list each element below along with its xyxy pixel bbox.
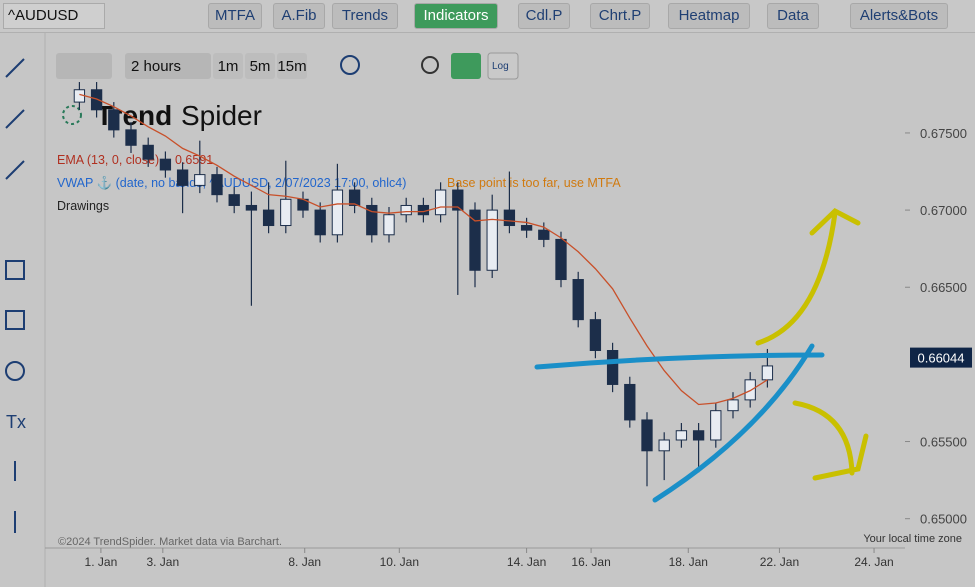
candle-body <box>589 319 602 352</box>
x-tick-label: 22. Jan <box>760 555 799 569</box>
candle-body <box>314 209 326 236</box>
candle-body <box>108 109 120 131</box>
chart-bg <box>0 33 975 587</box>
y-tick-label: 0.65000 <box>920 512 967 527</box>
vwap-warning: Base point is too far, use MTFA <box>447 176 621 190</box>
x-tick-label: 18. Jan <box>669 555 708 569</box>
candle-body <box>194 174 206 186</box>
candle-body <box>280 198 292 227</box>
candle-body <box>90 89 103 111</box>
quick-interval[interactable]: 15m <box>277 58 306 75</box>
ema-value: 0.6591 <box>175 153 213 167</box>
y-tick-label: 0.66500 <box>920 280 967 295</box>
crosshair-btn[interactable] <box>451 53 481 79</box>
candle-body <box>142 144 154 160</box>
candle-body <box>675 430 688 441</box>
symbol-input[interactable]: ^AUDUSD <box>3 3 105 29</box>
x-tick-label: 24. Jan <box>854 555 893 569</box>
toolbar-button[interactable]: Cdl.P <box>518 3 570 29</box>
toolbar-button[interactable]: Heatmap <box>668 3 750 29</box>
candle-body <box>400 204 412 216</box>
x-tick-label: 14. Jan <box>507 555 546 569</box>
candle-body <box>383 214 395 236</box>
ema-line <box>79 93 768 406</box>
drawings-legend[interactable]: Drawings <box>57 199 109 213</box>
candle-body <box>761 365 774 381</box>
candle-body <box>228 194 240 206</box>
candle-body <box>159 158 172 171</box>
candle-body <box>211 174 223 196</box>
candle-body <box>555 238 567 281</box>
settings-btn[interactable] <box>340 55 360 75</box>
logo-icon <box>62 105 82 125</box>
vwap-legend[interactable]: VWAP ⚓ (date, no bands, ^AUDUSD, 2/07/20… <box>57 175 406 190</box>
x-tick-label: 10. Jan <box>380 555 419 569</box>
candle-body <box>710 410 722 441</box>
quick-interval-btn <box>277 53 307 79</box>
logo-bold: Trend <box>96 100 172 131</box>
text-tool[interactable]: Tx <box>6 412 26 432</box>
candle-body <box>744 379 756 401</box>
clock-btn[interactable] <box>421 56 439 74</box>
candle-body <box>606 350 619 385</box>
chart-type-btn[interactable] <box>56 53 112 79</box>
candle-body <box>641 419 653 452</box>
top-toolbar: ^AUDUSD MTFA A.Fib Trends Indicators Cdl.P Ch… <box>0 0 975 33</box>
candle-body <box>366 204 378 236</box>
chart: Tx 2 hours Log Trend Spider EMA (13, 0, … <box>0 33 975 587</box>
x-tick-label: 16. Jan <box>571 555 610 569</box>
x-tick-label: 8. Jan <box>288 555 321 569</box>
hand-drawings <box>534 207 869 503</box>
candle-body <box>692 430 705 441</box>
toolbar-button[interactable]: Data <box>767 3 819 29</box>
quick-interval-btn <box>213 53 243 79</box>
candle-body <box>331 189 344 236</box>
toolbar-button[interactable]: Trends <box>332 3 398 29</box>
logo-rest: Spider <box>181 100 262 131</box>
candle-body <box>262 209 275 227</box>
y-tick-label: 0.67500 <box>920 126 967 141</box>
candle-body <box>348 189 361 206</box>
candle-body <box>434 189 447 216</box>
timezone[interactable]: Your local time zone <box>863 533 962 545</box>
candle-body <box>125 129 137 146</box>
x-tick-label: 3. Jan <box>146 555 179 569</box>
candle-body <box>245 204 258 211</box>
drawing-tools[interactable] <box>5 58 25 533</box>
candle-body <box>658 439 670 452</box>
toolbar-button[interactable]: Chrt.P <box>590 3 650 29</box>
ema-legend[interactable]: EMA (13, 0, close) <box>57 153 159 167</box>
log-label[interactable]: Log <box>492 61 509 72</box>
candle-body <box>624 383 636 421</box>
copyright: ©2024 TrendSpider. Market data via Barch… <box>58 536 282 548</box>
log-btn[interactable] <box>487 52 519 80</box>
candle-body <box>520 225 533 231</box>
candle-body <box>176 169 189 186</box>
toolbar-button[interactable]: Indicators <box>414 3 498 29</box>
toolbar-button[interactable]: MTFA <box>208 3 262 29</box>
quick-interval-btn <box>245 53 275 79</box>
candle-body <box>486 209 498 271</box>
toolbar-button[interactable]: Alerts&Bots <box>850 3 948 29</box>
last-price-label: 0.66044 <box>918 351 965 366</box>
candle-body <box>727 399 739 412</box>
interval-select[interactable] <box>125 53 211 79</box>
y-tick-label: 0.67000 <box>920 203 967 218</box>
interval[interactable]: 2 hours <box>131 58 181 75</box>
candle-body <box>503 209 516 227</box>
x-tick-label: 1. Jan <box>85 555 118 569</box>
candle-body <box>469 209 481 271</box>
candle-body <box>452 189 464 211</box>
candle-body <box>538 229 550 240</box>
last-price-box <box>910 347 972 368</box>
quick-interval[interactable]: 5m <box>250 58 271 75</box>
y-tick-label: 0.65500 <box>920 435 967 450</box>
quick-interval[interactable]: 1m <box>218 58 239 75</box>
toolbar-button[interactable]: A.Fib <box>273 3 325 29</box>
candle-body <box>572 279 584 321</box>
